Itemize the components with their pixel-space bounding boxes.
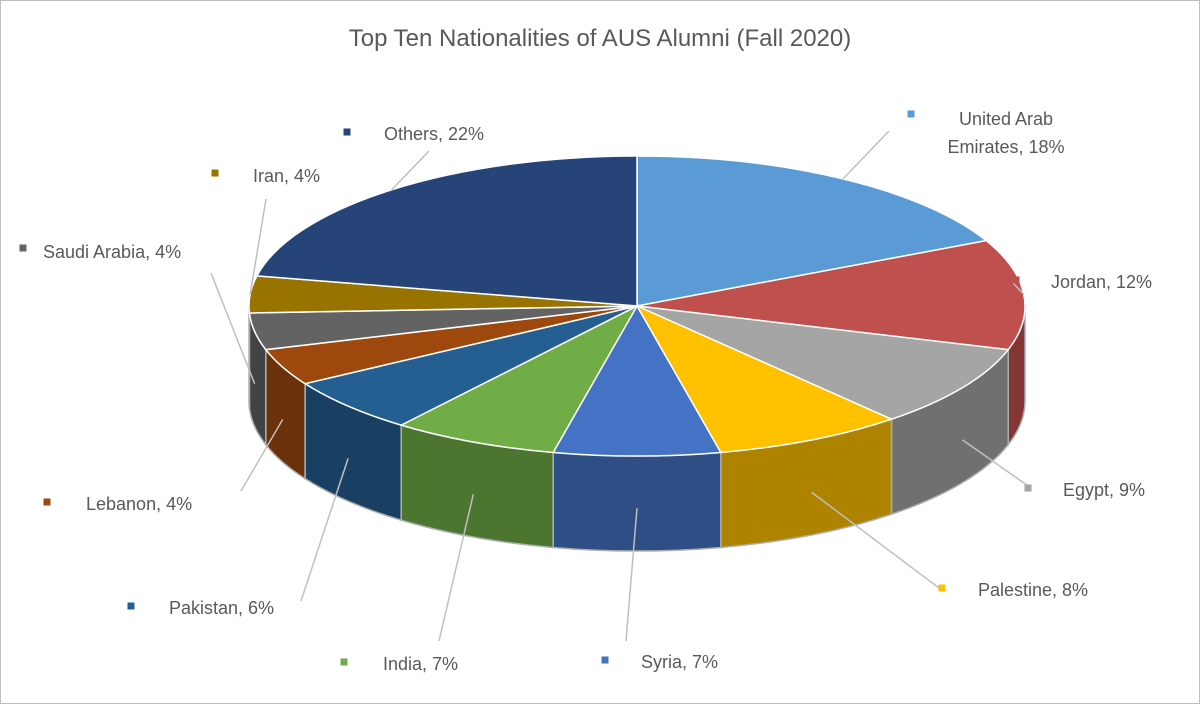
label-marker bbox=[211, 169, 219, 177]
leader-line bbox=[240, 419, 284, 492]
slice-side bbox=[552, 451, 722, 552]
data-label: Iran, 4% bbox=[253, 166, 321, 186]
data-label: Others, 22% bbox=[384, 124, 485, 144]
data-label: Lebanon, 4% bbox=[86, 494, 193, 514]
leader-line bbox=[962, 439, 1032, 489]
label-marker bbox=[601, 656, 609, 664]
slice bbox=[636, 155, 988, 307]
slice bbox=[551, 304, 723, 457]
leader-line bbox=[391, 150, 430, 191]
label-marker bbox=[907, 110, 915, 118]
leader-line bbox=[1012, 282, 1025, 295]
data-label: India, 7% bbox=[383, 654, 459, 674]
label-marker bbox=[127, 602, 135, 610]
leader-line bbox=[842, 130, 890, 180]
data-label: Egypt, 9% bbox=[1063, 480, 1146, 500]
label-marker bbox=[938, 584, 946, 592]
slice bbox=[303, 305, 638, 426]
slice bbox=[636, 305, 1010, 421]
leader-line bbox=[625, 508, 638, 642]
slice bbox=[399, 304, 639, 454]
label-marker bbox=[1024, 484, 1032, 492]
data-label: Pakistan, 6% bbox=[169, 598, 275, 618]
data-label: Syria, 7% bbox=[641, 652, 719, 672]
label-marker bbox=[343, 128, 351, 136]
label-marker bbox=[1012, 276, 1020, 284]
data-label: United Arab Emirates, 18% bbox=[947, 109, 1065, 157]
leader-line bbox=[811, 491, 944, 592]
label-marker bbox=[43, 498, 51, 506]
data-label: Saudi Arabia, 4% bbox=[43, 242, 182, 262]
label-marker bbox=[340, 658, 348, 666]
data-label: Palestine, 8% bbox=[978, 580, 1089, 600]
leader-line bbox=[210, 272, 256, 385]
label-marker bbox=[19, 244, 27, 252]
leader-line bbox=[300, 458, 349, 602]
leader-line bbox=[249, 198, 267, 295]
leader-line bbox=[438, 494, 475, 642]
data-label: Jordan, 12% bbox=[1051, 272, 1153, 292]
chart-title: Top Ten Nationalities of AUS Alumni (Fal… bbox=[348, 25, 852, 52]
